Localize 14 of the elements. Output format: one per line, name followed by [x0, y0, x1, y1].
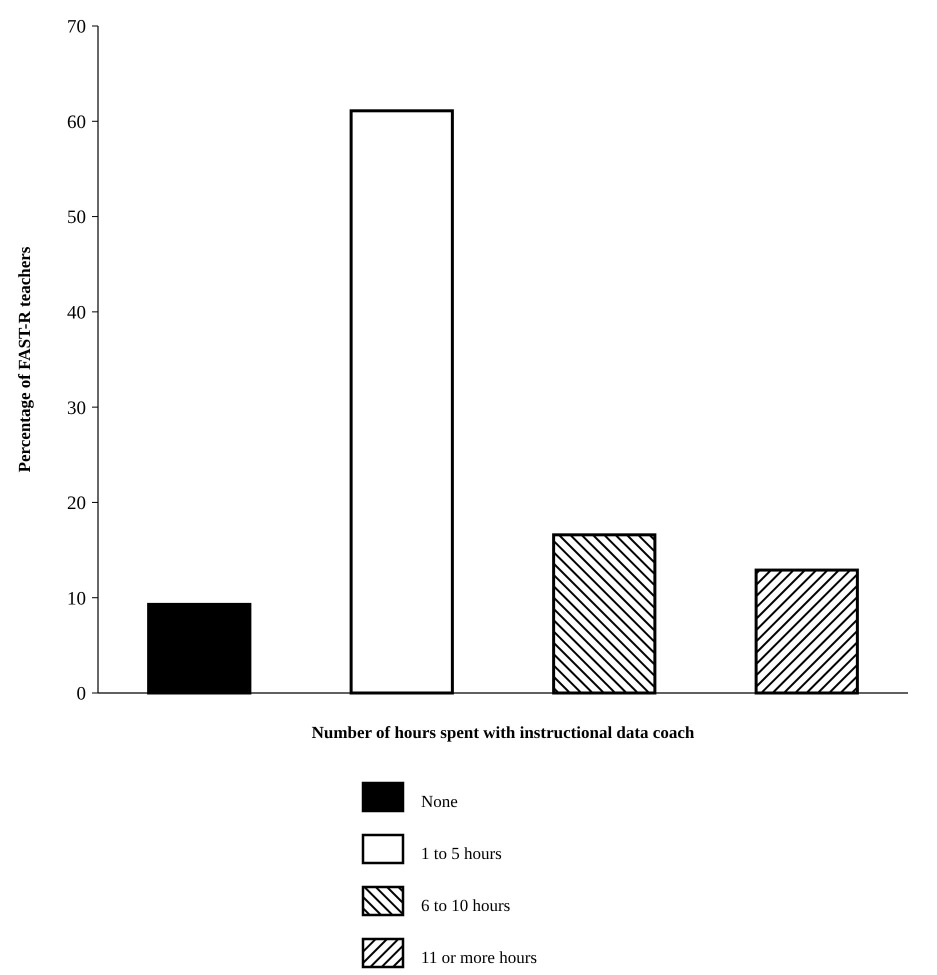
x-axis-title: Number of hours spent with instructional data coach — [312, 723, 695, 742]
legend-label: 6 to 10 hours — [421, 896, 510, 915]
y-tick-label: 70 — [67, 16, 86, 38]
y-tick-label: 0 — [76, 684, 86, 705]
y-tick-label: 20 — [67, 493, 86, 514]
y-tick-label: 50 — [67, 207, 86, 228]
y-tick-label: 10 — [67, 588, 86, 610]
y-tick-label: 40 — [67, 302, 86, 324]
y-tick-label: 30 — [67, 398, 86, 419]
legend-label: 1 to 5 hours — [421, 844, 502, 863]
legend-label: 11 or more hours — [421, 948, 537, 967]
y-tick-label: 60 — [67, 112, 86, 133]
y-axis-title: Percentage of FAST-R teachers — [15, 246, 34, 472]
legend-label: None — [421, 792, 458, 811]
